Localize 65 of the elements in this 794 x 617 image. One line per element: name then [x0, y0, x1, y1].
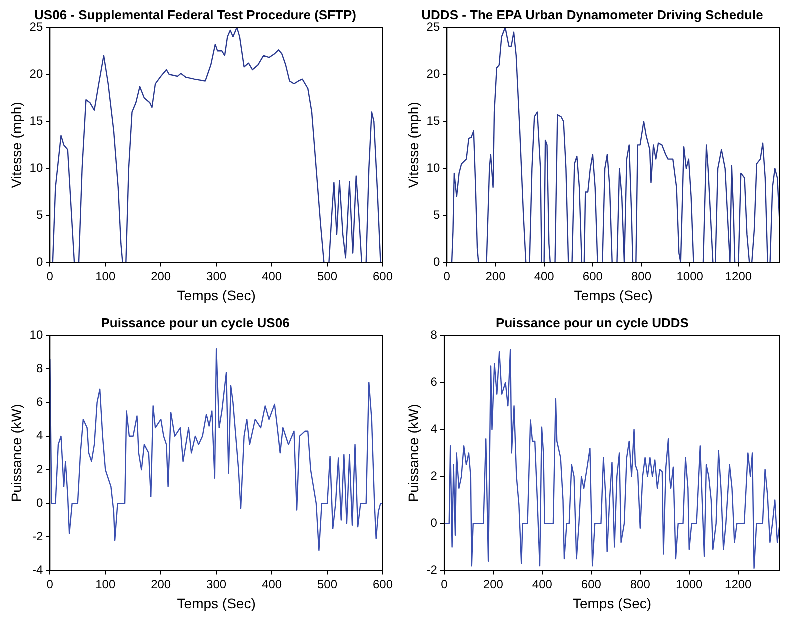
x-tick-label: 200: [486, 269, 506, 284]
x-tick-label: 0: [46, 577, 54, 592]
y-tick-label: 0: [36, 255, 44, 270]
chart-title: Puissance pour un cycle US06: [101, 315, 290, 330]
y-tick-label: 5: [433, 208, 440, 222]
x-tick-label: 500: [318, 577, 338, 592]
x-tick-label: 600: [372, 577, 394, 592]
y-tick-label: 25: [426, 20, 440, 34]
y-tick-label: 4: [36, 428, 44, 443]
y-tick-label: 20: [426, 66, 440, 81]
y-tick-label: 15: [30, 114, 44, 128]
y-axis-title: Vitesse (mph): [405, 102, 422, 188]
x-tick-label: 800: [632, 269, 652, 284]
y-tick-label: 8: [430, 328, 438, 342]
y-tick-label: 10: [30, 328, 44, 342]
x-tick-label: 400: [262, 269, 282, 284]
x-tick-label: 1000: [676, 269, 704, 284]
y-tick-label: 0: [36, 496, 44, 510]
x-tick-label: 200: [151, 577, 172, 592]
y-tick-label: -4: [32, 563, 44, 578]
x-tick-label: 400: [534, 269, 555, 284]
y-tick-label: 2: [36, 462, 44, 476]
x-axis-title: Temps (Sec): [572, 595, 652, 612]
y-tick-label: 8: [36, 362, 44, 376]
x-tick-label: 1200: [725, 577, 752, 592]
y-tick-label: 20: [30, 66, 44, 81]
y-axis-title: Puissance (kW): [8, 404, 24, 502]
y-tick-label: 10: [30, 161, 44, 176]
y-axis-title: Vitesse (mph): [8, 102, 24, 188]
y-tick-label: -2: [426, 563, 438, 578]
x-tick-label: 600: [372, 269, 394, 284]
x-axis-title: Temps (Sec): [574, 287, 653, 304]
x-tick-label: 600: [582, 269, 604, 284]
y-tick-label: 10: [426, 161, 440, 176]
x-tick-label: 400: [532, 577, 553, 592]
y-tick-label: 15: [426, 114, 440, 128]
y-tick-label: 0: [433, 255, 440, 270]
y-tick-label: 25: [30, 20, 44, 34]
x-tick-label: 500: [318, 269, 338, 284]
y-tick-label: 2: [430, 469, 438, 484]
x-tick-label: 100: [96, 577, 116, 592]
y-tick-label: 4: [430, 422, 438, 436]
x-tick-label: 1200: [725, 269, 752, 284]
x-axis-title: Temps (Sec): [177, 595, 256, 612]
y-tick-label: -2: [32, 530, 44, 544]
x-tick-label: 300: [206, 269, 227, 284]
x-tick-label: 800: [630, 577, 651, 592]
x-tick-label: 0: [444, 269, 451, 284]
x-axis-title: Temps (Sec): [177, 287, 256, 304]
chart-title: US06 - Supplemental Federal Test Procedure (SFTP): [34, 7, 356, 22]
x-tick-label: 0: [46, 269, 54, 284]
chart-title: Puissance pour un cycle UDDS: [496, 315, 690, 330]
x-tick-label: 300: [206, 577, 227, 592]
x-tick-label: 600: [581, 577, 602, 592]
y-tick-label: 6: [36, 395, 44, 410]
x-tick-label: 100: [96, 269, 116, 284]
y-tick-label: 5: [36, 208, 44, 222]
x-tick-label: 400: [262, 577, 282, 592]
y-tick-label: 0: [430, 516, 438, 530]
y-axis-title: Puissance (kW): [405, 404, 422, 502]
y-tick-label: 6: [430, 374, 438, 389]
x-tick-label: 200: [151, 269, 172, 284]
x-tick-label: 1000: [676, 577, 704, 592]
x-tick-label: 200: [483, 577, 504, 592]
chart-title: UDDS - The EPA Urban Dynamometer Driving Schedule: [422, 7, 764, 22]
